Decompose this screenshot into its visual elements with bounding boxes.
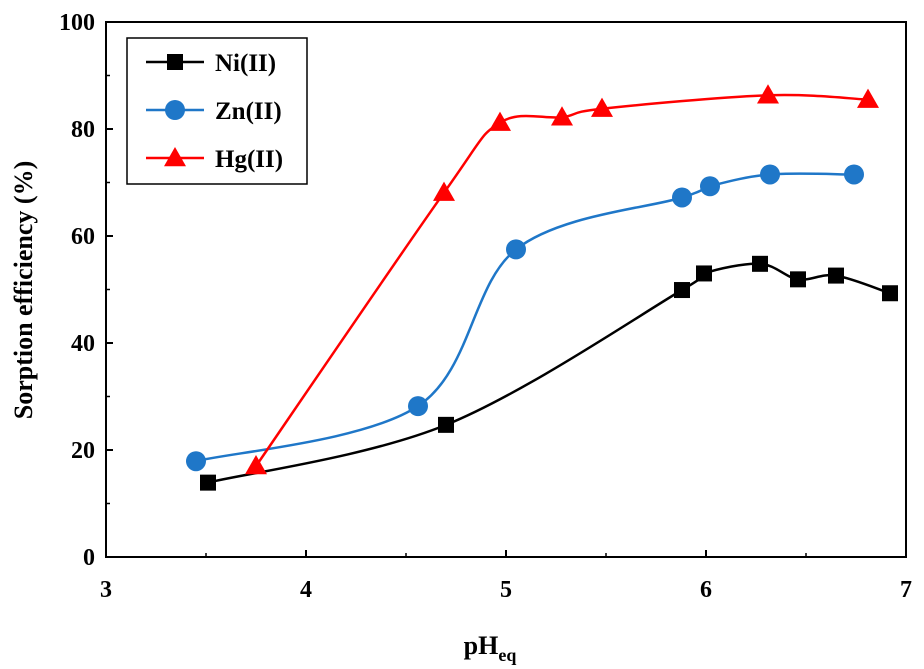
data-point-niii — [752, 255, 768, 272]
x-axis: 3 4 5 6 7 — [100, 550, 912, 603]
data-point-niii — [696, 265, 712, 282]
x-tick-label: 4 — [300, 577, 312, 603]
data-point-niii — [674, 282, 690, 299]
data-point-hgii — [551, 106, 573, 126]
data-point-znii — [700, 176, 720, 197]
data-point-niii — [438, 416, 454, 433]
data-point-znii — [672, 187, 692, 208]
series-line-niii — [207, 262, 891, 484]
data-point-hgii — [489, 111, 511, 131]
x-tick-label: 5 — [500, 577, 512, 603]
data-point-hgii — [757, 84, 779, 104]
data-point-hgii — [433, 181, 455, 201]
y-tick-label: 60 — [71, 224, 95, 250]
legend-label-niii: Ni(II) — [215, 50, 276, 77]
legend-marker-hgii — [164, 147, 186, 167]
data-point-znii — [844, 164, 864, 185]
series-hgii — [245, 84, 879, 475]
y-tick-label: 20 — [71, 438, 95, 464]
y-axis-title: Sorption efficiency (%) — [9, 161, 38, 420]
y-tick-label: 0 — [83, 545, 95, 571]
series-line-znii — [195, 172, 855, 463]
legend-marker-znii — [165, 100, 185, 120]
data-point-znii — [408, 396, 428, 417]
data-point-niii — [828, 267, 844, 284]
data-point-hgii — [591, 97, 613, 117]
legend-entries: Ni(II) Zn(II) Hg(II) — [146, 50, 283, 173]
y-tick-label: 40 — [71, 331, 95, 357]
data-point-znii — [506, 239, 526, 260]
y-axis: 0 20 40 60 80 100 — [59, 10, 113, 571]
legend-item-znii: Zn(II) — [146, 98, 282, 125]
legend-item-hgii: Hg(II) — [146, 146, 283, 173]
data-point-niii — [790, 271, 806, 288]
y-tick-label: 80 — [71, 117, 95, 143]
x-tick-label: 3 — [100, 577, 112, 603]
data-point-hgii — [857, 88, 879, 108]
x-axis-title-main: pH — [464, 631, 499, 660]
data-point-niii — [200, 474, 216, 491]
x-axis-title-subscript: eq — [498, 645, 516, 665]
series-layer — [186, 84, 898, 491]
legend-marker-niii — [167, 54, 183, 70]
series-niii — [200, 255, 898, 491]
data-point-niii — [882, 285, 898, 302]
data-point-hgii — [245, 455, 267, 475]
x-tick-label: 6 — [700, 577, 712, 603]
data-point-znii — [186, 451, 206, 472]
x-axis-title: pHeq — [464, 631, 517, 665]
data-point-znii — [760, 164, 780, 185]
legend: Ni(II) Zn(II) Hg(II) — [126, 37, 308, 185]
series-line-hgii — [254, 93, 869, 467]
x-tick-label: 7 — [900, 577, 912, 603]
series-znii — [186, 164, 864, 472]
legend-label-hgii: Hg(II) — [215, 146, 283, 173]
legend-item-niii: Ni(II) — [146, 50, 276, 77]
legend-label-znii: Zn(II) — [215, 98, 282, 125]
y-tick-label: 100 — [59, 10, 95, 36]
